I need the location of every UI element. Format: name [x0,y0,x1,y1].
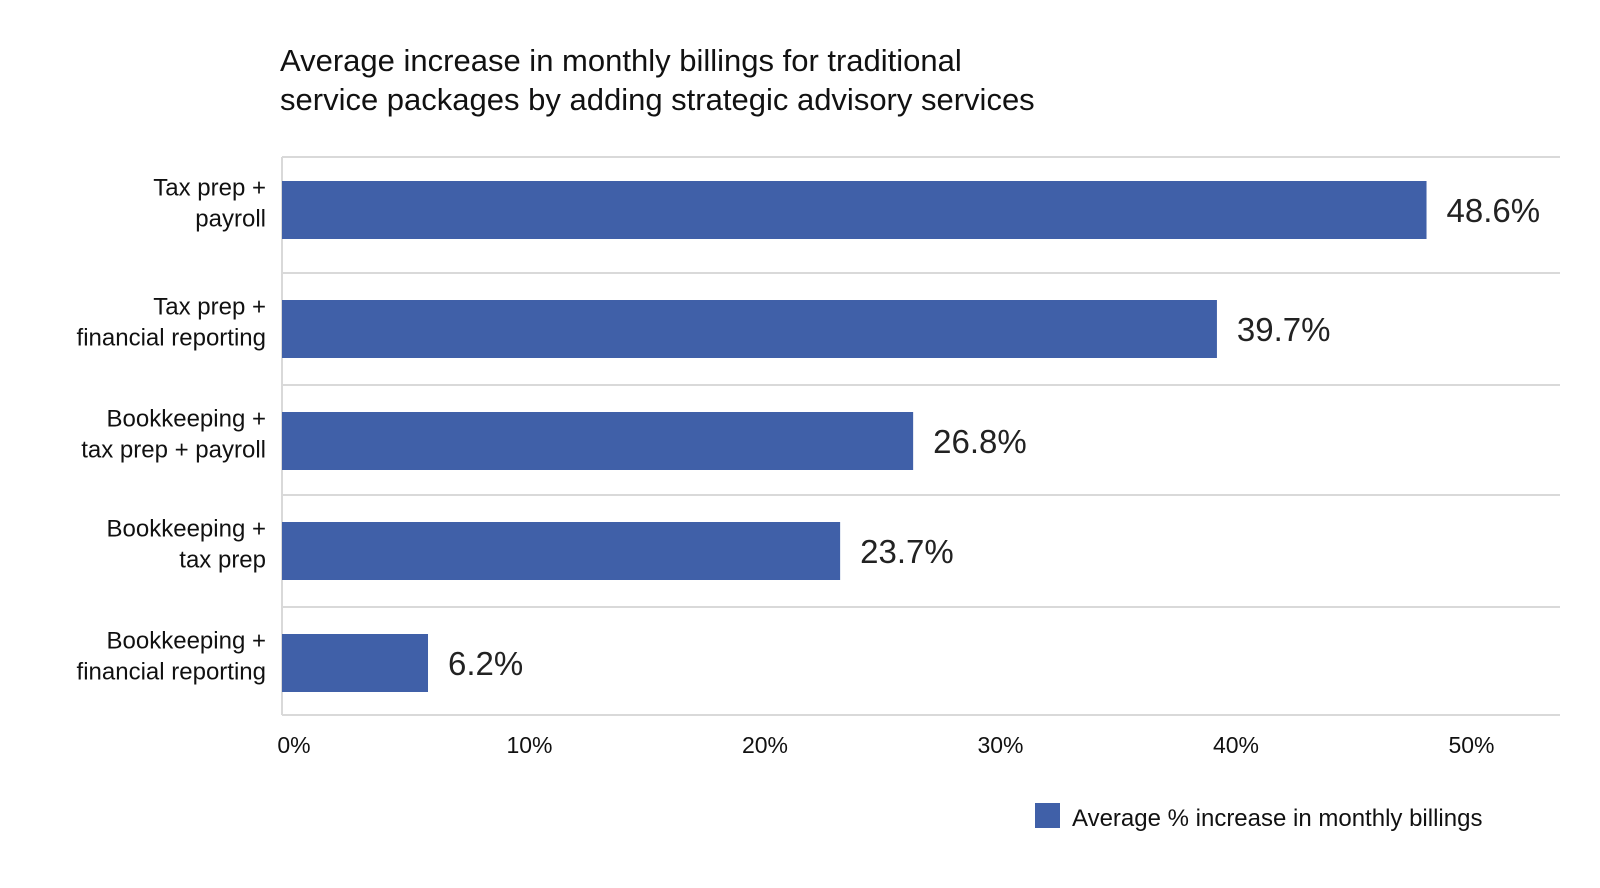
bar [282,522,841,580]
data-label: 39.7% [1237,311,1331,348]
tick-label: 0% [277,732,310,758]
category-label: payroll [195,206,266,233]
bar [282,300,1217,358]
category-label: Bookkeeping + [107,628,266,655]
category-labels: Tax prep + payroll Tax prep + financial rep… [77,175,266,686]
chart-title-line-2: service packages by adding strategic adv… [280,82,1035,117]
x-axis-tick-labels: 0% 10% 20% 30% 40% 50% [277,732,1494,758]
data-label: 6.2% [448,645,523,682]
bar [282,412,914,470]
category-label: tax prep + payroll [81,437,266,464]
category-label: Bookkeeping + [107,516,266,543]
bar [282,181,1427,239]
tick-label: 10% [506,732,552,758]
category-label: Bookkeeping + [107,406,266,433]
data-label: 23.7% [860,533,954,570]
tick-label: 30% [977,732,1023,758]
data-label: 48.6% [1447,192,1541,229]
category-label: financial reporting [77,659,266,686]
bar [282,634,429,692]
category-label: tax prep [179,547,266,574]
chart-title: Average increase in monthly billings for… [280,43,1035,117]
legend-swatch [1035,803,1060,828]
chart-bars [282,181,1427,692]
category-label: financial reporting [77,325,266,352]
chart-grid [281,156,1560,716]
value-labels: 48.6% 39.7% 26.8% 23.7% 6.2% [448,192,1540,682]
category-label: Tax prep + [153,294,266,321]
chart-legend: Average % increase in monthly billings [1035,803,1482,832]
tick-label: 20% [742,732,788,758]
chart-title-line-1: Average increase in monthly billings for… [280,43,962,78]
category-label: Tax prep + [153,175,266,202]
tick-label: 50% [1448,732,1494,758]
data-label: 26.8% [933,423,1027,460]
tick-label: 40% [1213,732,1259,758]
legend-label: Average % increase in monthly billings [1072,805,1482,832]
